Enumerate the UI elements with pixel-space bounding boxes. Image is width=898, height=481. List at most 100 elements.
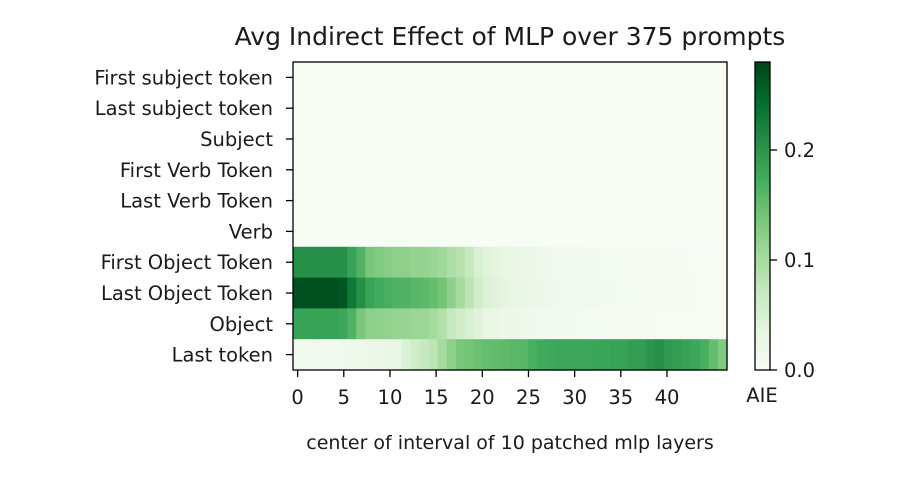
heatmap-cell	[491, 308, 502, 340]
heatmap-cell	[573, 185, 583, 217]
heatmap-cell	[708, 154, 719, 186]
heatmap-cell	[573, 339, 583, 371]
heatmap-cell	[582, 277, 592, 309]
heatmap-cell	[437, 277, 448, 309]
heatmap-cell	[717, 277, 728, 309]
heatmap-cell	[600, 62, 611, 94]
heatmap-cell	[437, 92, 448, 125]
heatmap-cell	[519, 185, 529, 217]
heatmap-cell	[347, 308, 357, 340]
heatmap-cell	[320, 246, 330, 279]
heatmap-cell	[383, 216, 394, 248]
x-tick-label: 30	[562, 386, 587, 409]
heatmap-cell	[600, 339, 611, 371]
heatmap-cell	[302, 308, 312, 340]
heatmap-cell	[636, 308, 647, 340]
heatmap-cell	[482, 308, 493, 340]
heatmap-cell	[446, 123, 457, 155]
heatmap-cell	[717, 246, 728, 279]
heatmap-cell	[654, 308, 665, 340]
heatmap-cell	[482, 216, 493, 248]
x-tick-label: 25	[516, 386, 541, 409]
heatmap-cell	[591, 62, 602, 94]
heatmap-cell	[356, 154, 366, 186]
heatmap-cell	[699, 92, 710, 125]
heatmap-cell	[329, 123, 339, 155]
heatmap-cell	[410, 154, 421, 186]
heatmap-cell	[410, 123, 421, 155]
heatmap-cell	[564, 123, 574, 155]
heatmap-cell	[383, 339, 394, 371]
heatmap-cell	[392, 62, 403, 94]
heatmap-cell	[582, 339, 592, 371]
heatmap-cell	[392, 123, 403, 155]
heatmap-cell	[528, 154, 538, 186]
heatmap-cell	[555, 216, 565, 248]
heatmap-cell	[365, 154, 375, 186]
heatmap-cell	[519, 246, 529, 279]
heatmap-cell	[537, 277, 547, 309]
heatmap-cell	[654, 154, 665, 186]
heatmap-cell	[564, 216, 574, 248]
heatmap-cell	[302, 154, 312, 186]
heatmap-cell	[500, 154, 511, 186]
heatmap-cell	[293, 62, 303, 94]
heatmap-cell	[663, 123, 674, 155]
heatmap-cell	[537, 123, 547, 155]
heatmap-cell	[482, 123, 493, 155]
heatmap-cell	[555, 246, 565, 279]
heatmap-cell	[699, 246, 710, 279]
heatmap-cell	[537, 154, 547, 186]
heatmap-cell	[374, 185, 385, 217]
heatmap-cell	[546, 246, 556, 279]
x-tick-label: 35	[608, 386, 633, 409]
heatmap-cell	[320, 185, 330, 217]
heatmap-cell	[537, 62, 547, 94]
heatmap-cell	[455, 185, 466, 217]
heatmap-cell	[419, 154, 430, 186]
heatmap-cell	[338, 308, 348, 340]
heatmap-cell	[510, 123, 520, 155]
heatmap-cell	[537, 92, 547, 125]
heatmap-cell	[609, 62, 620, 94]
heatmap-cell	[582, 308, 592, 340]
heatmap-cell	[618, 216, 629, 248]
heatmap-cell	[681, 308, 692, 340]
heatmap-cell	[519, 154, 529, 186]
heatmap-cell	[437, 154, 448, 186]
heatmap-cell	[555, 123, 565, 155]
heatmap-cell	[356, 123, 366, 155]
heatmap-cell	[618, 92, 629, 125]
heatmap-cell	[573, 62, 583, 94]
heatmap-cell	[437, 123, 448, 155]
heatmap-cell	[663, 154, 674, 186]
heatmap-cell	[528, 339, 538, 371]
heatmap-cell	[410, 277, 421, 309]
heatmap-cell	[708, 123, 719, 155]
heatmap-cell	[717, 308, 728, 340]
heatmap-cell	[528, 216, 538, 248]
heatmap-cell	[573, 308, 583, 340]
heatmap-cell	[293, 246, 303, 279]
heatmap-cell	[293, 277, 303, 309]
heatmap-cell	[663, 246, 674, 279]
heatmap-cell	[356, 92, 366, 125]
heatmap-cell	[645, 339, 656, 371]
heatmap-cell	[708, 339, 719, 371]
heatmap-cell	[600, 308, 611, 340]
heatmap-cells	[293, 62, 728, 371]
heatmap-cell	[473, 92, 484, 125]
heatmap-cell	[600, 216, 611, 248]
heatmap-cell	[347, 277, 357, 309]
heatmap-cell	[636, 154, 647, 186]
heatmap-cell	[365, 339, 375, 371]
heatmap-cell	[383, 185, 394, 217]
heatmap-cell	[690, 92, 701, 125]
heatmap-cell	[302, 246, 312, 279]
x-tick-label: 40	[655, 386, 680, 409]
colorbar	[754, 61, 771, 371]
heatmap-cell	[401, 277, 412, 309]
heatmap-cell	[401, 246, 412, 279]
heatmap-cell	[708, 185, 719, 217]
heatmap-cell	[347, 339, 357, 371]
